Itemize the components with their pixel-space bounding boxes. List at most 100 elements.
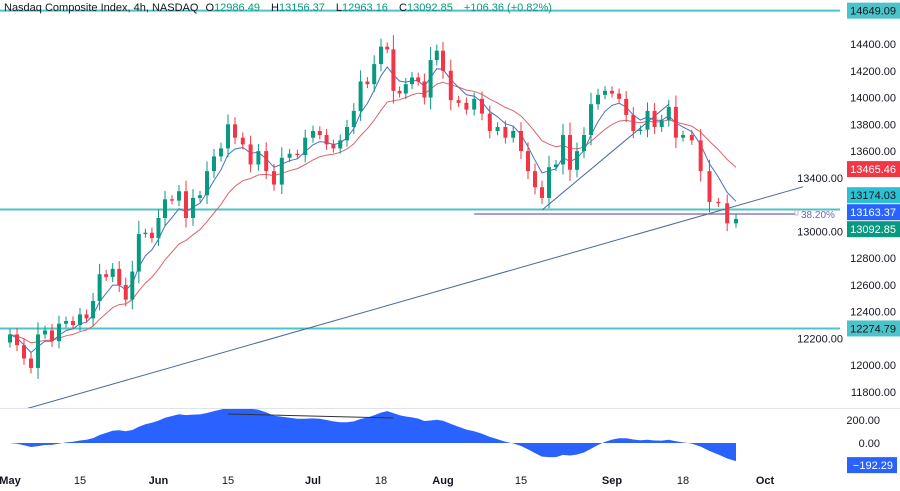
candle[interactable] — [519, 122, 523, 159]
candle[interactable] — [191, 189, 195, 226]
candle[interactable] — [324, 128, 329, 150]
candle[interactable] — [689, 129, 694, 145]
candle[interactable] — [36, 322, 40, 379]
candle[interactable] — [279, 147, 284, 194]
candle[interactable] — [149, 227, 154, 243]
candle[interactable] — [568, 122, 572, 182]
candle[interactable] — [22, 338, 26, 365]
candle[interactable] — [372, 55, 377, 93]
main-pane[interactable]: 38.20% — [0, 9, 840, 414]
fib-handle[interactable] — [794, 209, 799, 216]
candle[interactable] — [638, 125, 643, 135]
oscillator-pane[interactable] — [10, 406, 736, 462]
candle[interactable] — [248, 135, 253, 173]
candle[interactable] — [358, 70, 363, 121]
candle[interactable] — [681, 130, 685, 142]
candle[interactable] — [130, 260, 135, 310]
candle[interactable] — [117, 261, 122, 292]
candle[interactable] — [170, 195, 174, 205]
candle[interactable] — [345, 119, 349, 147]
candle[interactable] — [617, 88, 622, 104]
candle[interactable] — [156, 209, 161, 246]
candle[interactable] — [78, 307, 82, 331]
candle[interactable] — [123, 277, 128, 307]
candle[interactable] — [57, 315, 61, 349]
candle[interactable] — [212, 149, 216, 178]
candle[interactable] — [240, 132, 245, 150]
candle[interactable] — [177, 185, 181, 207]
candle[interactable] — [511, 125, 516, 143]
candle[interactable] — [464, 97, 469, 115]
candle[interactable] — [533, 163, 537, 195]
candle[interactable] — [673, 95, 678, 148]
candle[interactable] — [707, 159, 712, 213]
candle[interactable] — [428, 46, 433, 110]
candle[interactable] — [219, 142, 223, 162]
trendline[interactable] — [10, 186, 804, 414]
candle[interactable] — [264, 142, 269, 180]
candle[interactable] — [91, 292, 96, 326]
candle[interactable] — [456, 95, 461, 107]
candle[interactable] — [198, 190, 202, 202]
candle[interactable] — [97, 263, 102, 311]
candle[interactable] — [652, 103, 657, 134]
candle[interactable] — [8, 328, 12, 348]
candle[interactable] — [338, 134, 343, 154]
candle[interactable] — [410, 72, 414, 90]
candle[interactable] — [15, 328, 19, 351]
candle[interactable] — [526, 142, 530, 180]
candle[interactable] — [379, 38, 383, 72]
candle[interactable] — [29, 352, 33, 374]
candle[interactable] — [226, 114, 230, 158]
candle[interactable] — [734, 214, 738, 228]
time-axis[interactable]: May 15 Jun 15 Jul 18 Aug 15 Sep 18 Oct — [0, 475, 775, 487]
candle[interactable] — [84, 309, 89, 323]
candle[interactable] — [184, 180, 188, 228]
candle[interactable] — [205, 161, 209, 205]
candle[interactable] — [434, 44, 439, 66]
oscillator-trendline[interactable] — [227, 413, 394, 419]
candle[interactable] — [397, 86, 402, 98]
candle[interactable] — [303, 129, 308, 163]
candle[interactable] — [331, 139, 336, 153]
candle[interactable] — [603, 86, 607, 100]
candle[interactable] — [233, 117, 237, 145]
candle[interactable] — [547, 155, 551, 209]
candle[interactable] — [110, 263, 115, 283]
candle[interactable] — [480, 91, 484, 121]
candle[interactable] — [596, 88, 600, 110]
candle[interactable] — [104, 269, 109, 281]
candle[interactable] — [725, 194, 730, 232]
candle[interactable] — [272, 164, 276, 191]
candle[interactable] — [666, 99, 671, 127]
candle[interactable] — [582, 127, 586, 159]
candle[interactable] — [64, 316, 68, 328]
candle[interactable] — [561, 123, 565, 175]
candle[interactable] — [365, 77, 370, 89]
candle[interactable] — [495, 122, 500, 136]
candle[interactable] — [631, 107, 636, 138]
candle[interactable] — [422, 73, 427, 105]
candle[interactable] — [698, 128, 703, 182]
candle[interactable] — [317, 126, 322, 140]
candle[interactable] — [624, 91, 629, 122]
candle[interactable] — [610, 86, 614, 98]
candle[interactable] — [71, 316, 75, 330]
candle[interactable] — [311, 125, 315, 143]
candle[interactable] — [554, 160, 558, 172]
candle[interactable] — [50, 324, 54, 347]
candle[interactable] — [487, 105, 492, 139]
candle[interactable] — [287, 149, 292, 163]
candle[interactable] — [575, 142, 579, 178]
candle[interactable] — [416, 72, 421, 86]
price-axis[interactable]: 14400.00 14200.00 14000.00 13800.00 13600.00… — [797, 2, 900, 474]
candle[interactable] — [385, 42, 390, 54]
candle[interactable] — [391, 35, 396, 104]
candle[interactable] — [403, 78, 408, 100]
candle[interactable] — [472, 92, 477, 116]
candle[interactable] — [136, 220, 141, 284]
candle[interactable] — [448, 59, 453, 111]
candle[interactable] — [589, 92, 593, 146]
candle[interactable] — [351, 103, 356, 134]
